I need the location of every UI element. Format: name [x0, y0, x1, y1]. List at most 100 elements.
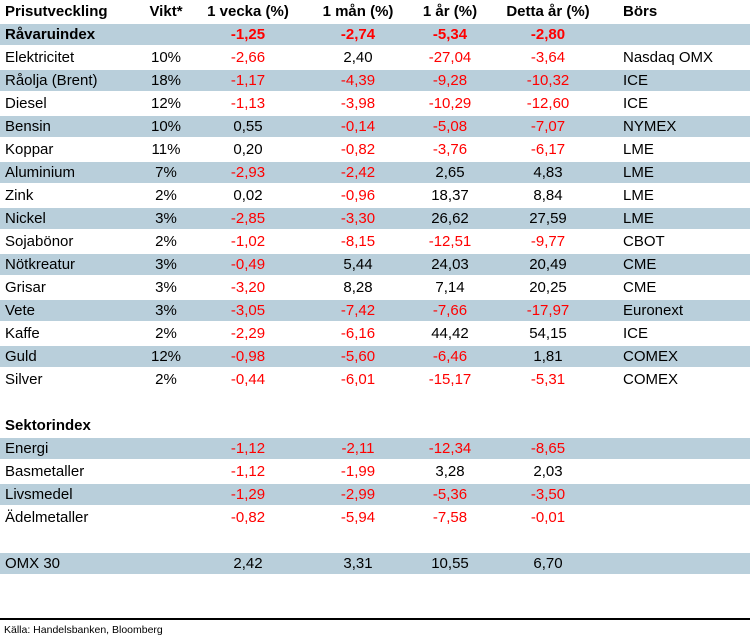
- weight-cell: [140, 483, 192, 507]
- month-cell: [304, 529, 412, 553]
- weight-cell: 7%: [140, 161, 192, 185]
- month-cell: 3,31: [304, 552, 412, 576]
- weight-cell: [140, 414, 192, 438]
- exchange-cell: COMEX: [608, 345, 750, 369]
- ytd-cell: [488, 529, 608, 553]
- year-cell: -5,36: [412, 483, 488, 507]
- table-row: Nötkreatur 3% -0,49 5,44 24,03 20,49 CME: [0, 253, 750, 277]
- year-cell: -27,04: [412, 46, 488, 70]
- ytd-cell: 6,70: [488, 552, 608, 576]
- ytd-cell: -17,97: [488, 299, 608, 323]
- weight-cell: 2%: [140, 184, 192, 208]
- exchange-cell: [608, 414, 750, 438]
- name-cell: Basmetaller: [0, 460, 140, 484]
- year-cell: -7,58: [412, 506, 488, 530]
- exchange-cell: Nasdaq OMX: [608, 46, 750, 70]
- week-cell: 0,02: [192, 184, 304, 208]
- year-cell: -5,08: [412, 115, 488, 139]
- ytd-cell: -5,31: [488, 368, 608, 392]
- weight-cell: 2%: [140, 368, 192, 392]
- weight-cell: 3%: [140, 276, 192, 300]
- header-row: Prisutveckling Vikt* 1 vecka (%) 1 mån (…: [0, 0, 750, 24]
- weight-cell: 3%: [140, 207, 192, 231]
- name-cell: Guld: [0, 345, 140, 369]
- table-body: Råvaruindex -1,25 -2,74 -5,34 -2,80 Elektrici…: [0, 23, 750, 576]
- name-cell: Bensin: [0, 115, 140, 139]
- name-cell: Råolja (Brent): [0, 69, 140, 93]
- month-cell: -2,42: [304, 161, 412, 185]
- month-cell: -8,15: [304, 230, 412, 254]
- month-cell: [304, 391, 412, 415]
- month-cell: -6,01: [304, 368, 412, 392]
- year-cell: -3,76: [412, 138, 488, 162]
- name-cell: Koppar: [0, 138, 140, 162]
- name-cell: Vete: [0, 299, 140, 323]
- name-cell: Sektorindex: [0, 414, 140, 438]
- weight-cell: 10%: [140, 46, 192, 70]
- table-row: Energi -1,12 -2,11 -12,34 -8,65: [0, 437, 750, 461]
- weight-cell: 10%: [140, 115, 192, 139]
- month-cell: -2,74: [304, 23, 412, 47]
- name-cell: Livsmedel: [0, 483, 140, 507]
- week-cell: -2,66: [192, 46, 304, 70]
- year-cell: -10,29: [412, 92, 488, 116]
- week-cell: -0,98: [192, 345, 304, 369]
- week-cell: 2,42: [192, 552, 304, 576]
- year-cell: -15,17: [412, 368, 488, 392]
- weight-cell: 18%: [140, 69, 192, 93]
- week-cell: -2,93: [192, 161, 304, 185]
- ytd-cell: -6,17: [488, 138, 608, 162]
- header-ytd-col: Detta år (%): [488, 0, 608, 24]
- week-cell: [192, 414, 304, 438]
- name-cell: Grisar: [0, 276, 140, 300]
- month-cell: -6,16: [304, 322, 412, 346]
- month-cell: 2,40: [304, 46, 412, 70]
- weight-cell: 12%: [140, 345, 192, 369]
- ytd-cell: -8,65: [488, 437, 608, 461]
- ytd-cell: 20,25: [488, 276, 608, 300]
- year-cell: 44,42: [412, 322, 488, 346]
- week-cell: -0,82: [192, 506, 304, 530]
- month-cell: -1,99: [304, 460, 412, 484]
- year-cell: 10,55: [412, 552, 488, 576]
- header-exchange-col: Börs: [608, 0, 750, 24]
- exchange-cell: LME: [608, 184, 750, 208]
- week-cell: [192, 529, 304, 553]
- ytd-cell: -12,60: [488, 92, 608, 116]
- month-cell: -0,96: [304, 184, 412, 208]
- exchange-cell: [608, 506, 750, 530]
- month-cell: -5,94: [304, 506, 412, 530]
- name-cell: Zink: [0, 184, 140, 208]
- ytd-cell: 8,84: [488, 184, 608, 208]
- week-cell: -3,20: [192, 276, 304, 300]
- year-cell: -12,51: [412, 230, 488, 254]
- header-week-col: 1 vecka (%): [192, 0, 304, 24]
- weight-cell: [140, 391, 192, 415]
- ytd-cell: -7,07: [488, 115, 608, 139]
- weight-cell: 3%: [140, 299, 192, 323]
- exchange-cell: [608, 552, 750, 576]
- exchange-cell: Euronext: [608, 299, 750, 323]
- week-cell: -1,25: [192, 23, 304, 47]
- name-cell: [0, 529, 140, 553]
- year-cell: -5,34: [412, 23, 488, 47]
- ytd-cell: 4,83: [488, 161, 608, 185]
- header-year-col: 1 år (%): [412, 0, 488, 24]
- weight-cell: [140, 529, 192, 553]
- exchange-cell: [608, 529, 750, 553]
- month-cell: -5,60: [304, 345, 412, 369]
- name-cell: Ädelmetaller: [0, 506, 140, 530]
- weight-cell: [140, 552, 192, 576]
- year-cell: 24,03: [412, 253, 488, 277]
- ytd-cell: 20,49: [488, 253, 608, 277]
- week-cell: -1,17: [192, 69, 304, 93]
- year-cell: [412, 529, 488, 553]
- year-cell: -12,34: [412, 437, 488, 461]
- weight-cell: [140, 460, 192, 484]
- year-cell: 2,65: [412, 161, 488, 185]
- week-cell: -1,29: [192, 483, 304, 507]
- week-cell: -0,49: [192, 253, 304, 277]
- header-month-col: 1 mån (%): [304, 0, 412, 24]
- name-cell: Råvaruindex: [0, 23, 140, 47]
- table-row: Råvaruindex -1,25 -2,74 -5,34 -2,80: [0, 23, 750, 47]
